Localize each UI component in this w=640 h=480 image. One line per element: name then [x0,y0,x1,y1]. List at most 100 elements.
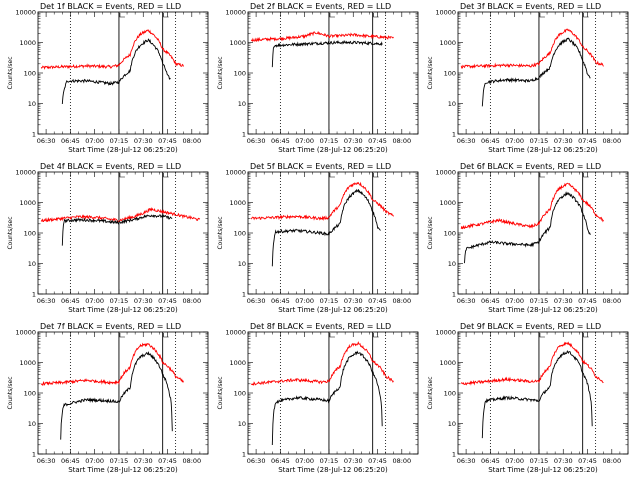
x-tick-label: 06:30 [37,457,56,465]
x-tick-label: 07:45 [368,457,387,465]
x-tick-label: 07:45 [578,457,597,465]
x-tick-label: 08:00 [602,137,621,145]
axes-frame [247,11,419,135]
x-axis-label: Start Time (28-Jul-12 06:25:20) [278,466,388,474]
y-tick-label: 100 [234,229,246,237]
series-lld-line [40,342,184,386]
series-lld-line [40,29,184,70]
axes-frame [457,171,629,295]
y-tick-label: 10000 [15,168,36,176]
y-tick-label: 1 [452,130,456,138]
y-tick-label: 10000 [225,168,246,176]
x-tick-label: 07:30 [134,297,153,305]
panel-title: Det 3f BLACK = Events, RED = LLD [460,2,601,11]
y-tick-label: 1 [242,450,246,458]
x-tick-label: 06:45 [271,457,290,465]
series-lld-line [460,28,604,69]
x-tick-label: 07:15 [530,457,549,465]
x-tick-label: 06:30 [37,297,56,305]
x-tick-label: 06:30 [37,137,56,145]
y-tick-label: 10 [448,260,456,268]
x-tick-label: 07:00 [85,137,104,145]
x-tick-label: 07:30 [134,457,153,465]
marker-flag [163,333,169,338]
marker-flag [163,13,169,18]
x-tick-label: 07:30 [554,457,573,465]
x-tick-label: 07:15 [320,137,339,145]
marker-flag [539,13,545,18]
x-tick-label: 06:45 [271,137,290,145]
x-tick-label: 06:30 [457,297,476,305]
marker-flag [329,333,335,338]
y-tick-label: 100 [444,69,456,77]
panel-title: Det 1f BLACK = Events, RED = LLD [40,2,181,11]
panel-det-9f: Det 9f BLACK = Events, RED = LLD 1 10 100 10… [427,322,629,474]
x-tick-label: 07:00 [85,457,104,465]
y-tick-label: 10 [448,420,456,428]
marker-flag [119,13,125,18]
series-events-line [61,38,171,105]
x-tick-label: 06:30 [457,457,476,465]
y-tick-label: 1 [452,290,456,298]
x-tick-label: 07:00 [505,457,524,465]
panel-title: Det 2f BLACK = Events, RED = LLD [250,2,391,11]
y-tick-label: 1 [32,450,36,458]
y-axis-label: Counts/sec [7,56,14,89]
x-tick-label: 06:45 [481,137,500,145]
y-tick-label: 1000 [439,39,456,47]
x-axis-label: Start Time (28-Jul-12 06:25:20) [278,146,388,154]
y-tick-label: 10000 [225,328,246,336]
x-axis-label: Start Time (28-Jul-12 06:25:20) [278,306,388,314]
x-tick-label: 06:30 [247,457,266,465]
panel-det-6f: Det 6f BLACK = Events, RED = LLD 1 10 100 10… [427,162,629,314]
x-tick-label: 08:00 [182,297,201,305]
series-events-line [481,37,591,107]
x-tick-label: 06:45 [481,297,500,305]
panel-det-3f: Det 3f BLACK = Events, RED = LLD 1 10 100 10… [427,2,629,154]
x-tick-label: 08:00 [182,457,201,465]
y-tick-label: 1000 [19,199,36,207]
x-tick-label: 06:45 [481,457,500,465]
y-tick-label: 1000 [19,359,36,367]
series-lld-line [250,181,394,221]
y-tick-label: 10 [28,100,36,108]
x-tick-label: 07:30 [344,457,363,465]
series-lld-line [40,207,201,223]
x-tick-label: 08:00 [392,297,411,305]
x-tick-label: 06:30 [247,297,266,305]
x-tick-label: 07:30 [554,297,573,305]
x-tick-label: 08:00 [182,137,201,145]
y-axis-label: Counts/sec [427,376,434,409]
y-tick-label: 1000 [439,359,456,367]
marker-flag [373,333,379,338]
panel-title: Det 5f BLACK = Events, RED = LLD [250,162,391,171]
series-events-line [60,351,173,440]
x-tick-label: 07:15 [110,457,129,465]
panel-det-4f: Det 4f BLACK = Events, RED = LLD 1 10 100 10… [7,162,209,314]
x-tick-label: 06:30 [247,137,266,145]
y-tick-label: 100 [24,229,36,237]
series-events-line [271,39,383,68]
marker-flag [119,173,125,178]
y-tick-label: 1000 [229,359,246,367]
y-tick-label: 10000 [435,8,456,16]
x-axis-label: Start Time (28-Jul-12 06:25:20) [488,306,598,314]
x-tick-label: 07:45 [158,137,177,145]
panel-title: Det 4f BLACK = Events, RED = LLD [40,162,181,171]
x-tick-label: 07:00 [85,297,104,305]
x-tick-label: 08:00 [392,457,411,465]
x-tick-label: 08:00 [392,137,411,145]
x-tick-label: 06:45 [61,457,80,465]
y-tick-label: 10 [238,420,246,428]
marker-flag [373,13,379,18]
panel-det-1f: Det 1f BLACK = Events, RED = LLD 1 10 100 10… [7,2,209,154]
x-tick-label: 07:15 [110,137,129,145]
panel-det-2f: Det 2f BLACK = Events, RED = LLD 1 10 100 10… [217,2,419,154]
x-tick-label: 06:45 [61,137,80,145]
panel-title: Det 8f BLACK = Events, RED = LLD [250,322,391,331]
marker-flag [583,173,589,178]
x-axis-label: Start Time (28-Jul-12 06:25:20) [488,466,598,474]
y-tick-label: 1 [452,450,456,458]
x-axis-label: Start Time (28-Jul-12 06:25:20) [68,466,178,474]
y-tick-label: 100 [24,69,36,77]
